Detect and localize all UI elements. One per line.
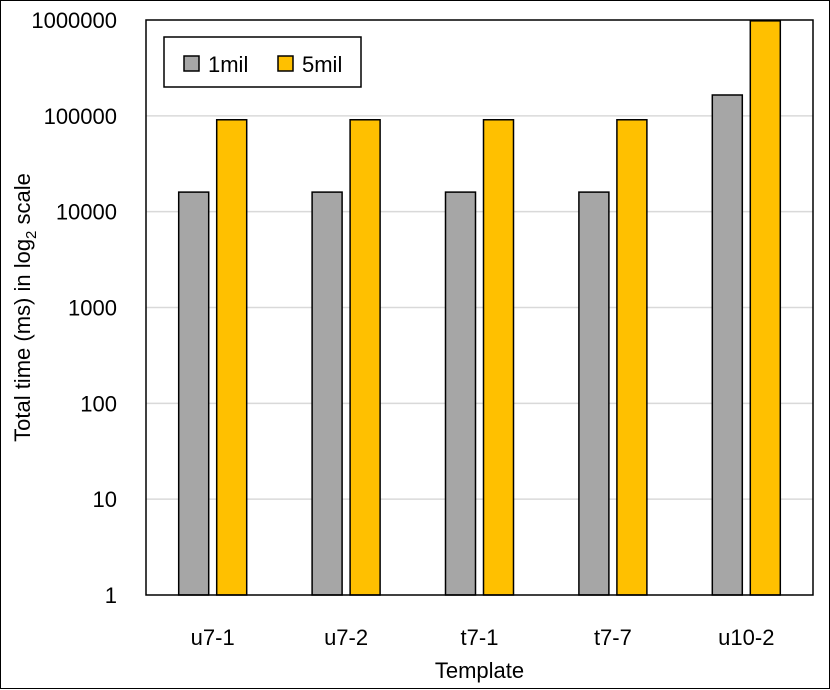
bar-5mil-u10-2 [749,20,782,596]
y-axis-ticks: 1 10 100 1000 10000 100000 1000000 [31,8,117,608]
legend-label-1mil: 1mil [208,52,248,77]
x-tick-label: u7-2 [324,625,368,650]
bar-1mil-u7-1 [177,191,210,596]
bar-1mil-t7-7 [578,191,610,596]
bar-5mil-u7-2 [349,119,381,596]
y-tick-label: 100 [80,391,117,416]
bar-1mil-u10-2 [711,94,744,596]
legend-label-5mil: 5mil [302,52,342,77]
legend: 1mil 5mil [163,36,362,88]
bar-5mil-t7-7 [616,119,648,596]
y-axis-title-subscript: 2 [23,231,40,239]
y-tick-label: 10 [93,487,117,512]
gridlines [146,115,813,500]
bar-1mil-t7-1 [444,191,477,596]
bar-5mil-t7-1 [482,119,515,596]
y-axis-title-prefix: Total time (ms) in log [10,239,35,442]
y-tick-label: 1 [105,583,117,608]
x-tick-label: t7-7 [594,625,632,650]
x-tick-label: u7-1 [191,625,235,650]
x-tick-label: t7-1 [461,625,499,650]
y-tick-label: 1000000 [31,8,117,33]
y-tick-label: 10000 [56,200,117,225]
plot-area-frame [145,19,814,596]
bar-1mil-u7-2 [311,191,343,596]
bar-5mil-u7-1 [215,119,248,596]
x-axis-title: Template [435,658,524,683]
x-axis-ticks: u7-1 u7-2 t7-1 t7-7 u10-2 [191,625,775,650]
legend-swatch-5mil [277,55,294,72]
legend-swatch-1mil [183,55,200,72]
y-tick-label: 1000 [68,296,117,321]
x-tick-label: u10-2 [718,625,774,650]
bars [177,20,782,596]
y-axis-title-suffix: scale [10,173,35,230]
y-axis-title: Total time (ms) in log2 scale [10,173,40,442]
y-tick-label: 100000 [44,104,117,129]
